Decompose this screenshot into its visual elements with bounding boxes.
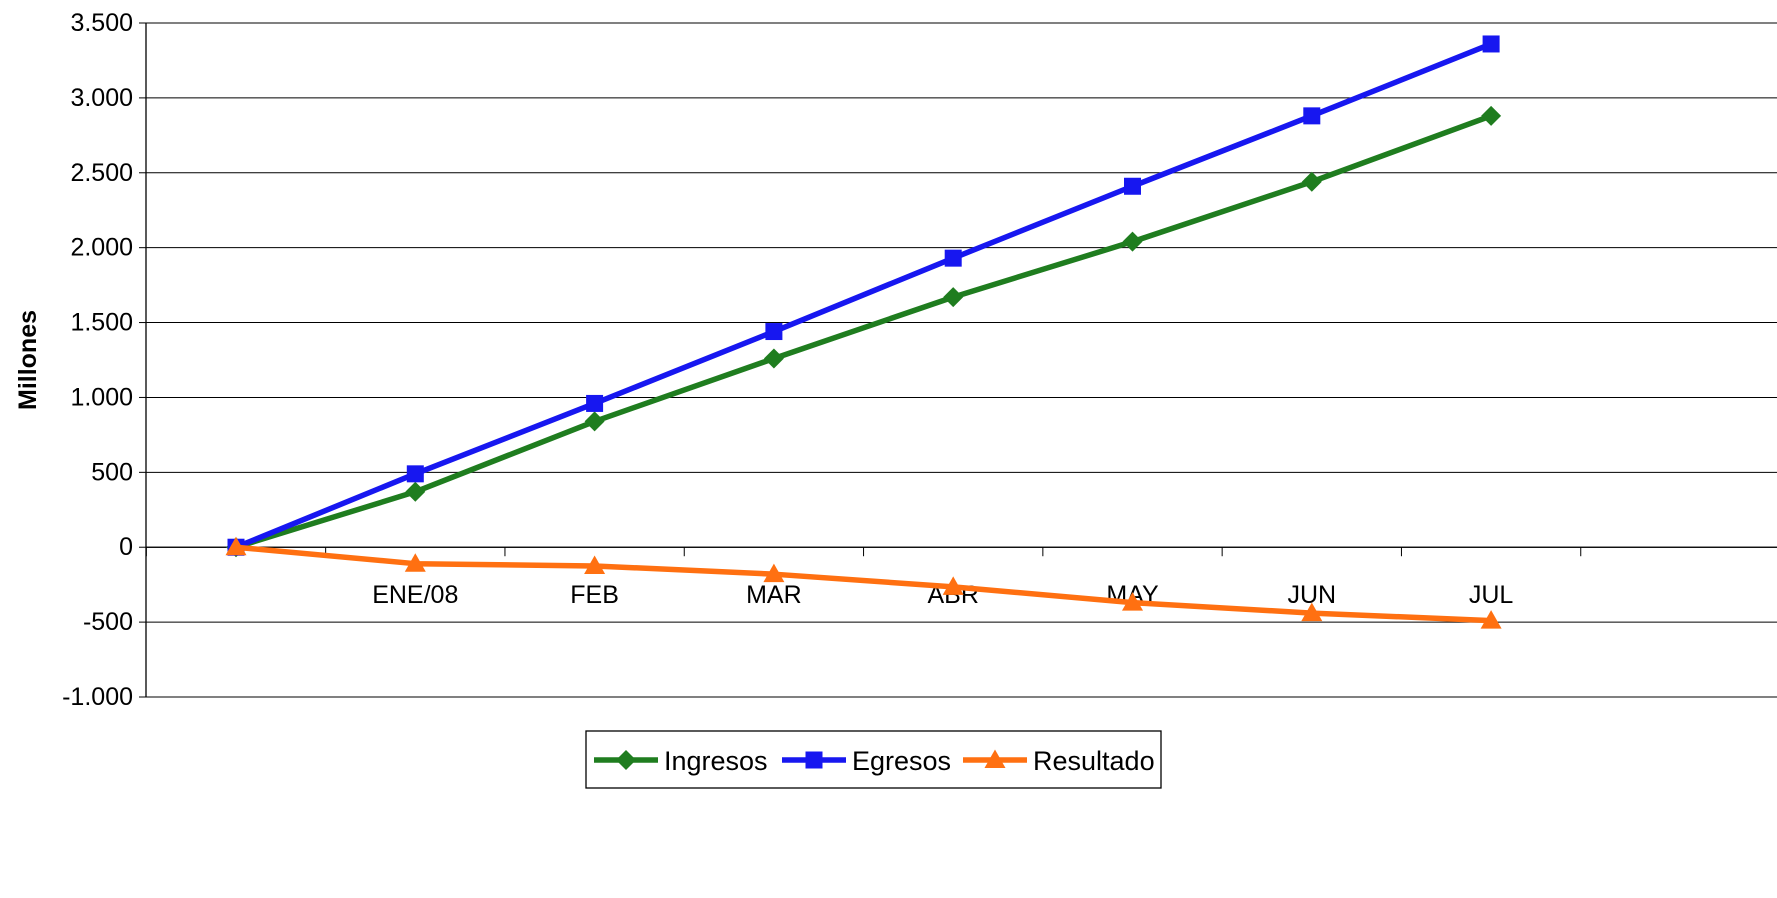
data-point bbox=[225, 536, 247, 556]
y-tick-label: 500 bbox=[91, 458, 133, 486]
axes bbox=[145, 23, 1777, 697]
y-axis-label: Millones bbox=[14, 310, 42, 410]
data-point bbox=[944, 249, 962, 267]
data-point bbox=[1481, 105, 1502, 126]
data-point bbox=[942, 576, 964, 595]
data-point bbox=[1303, 107, 1321, 125]
data-point bbox=[1122, 231, 1143, 252]
y-tick-label: 0 bbox=[119, 533, 133, 561]
legend-label: Egresos bbox=[852, 746, 951, 776]
y-tick-label: 2.500 bbox=[70, 159, 133, 187]
y-tick-label: 3.000 bbox=[70, 84, 133, 112]
y-tick-label: 1.500 bbox=[70, 309, 133, 337]
legend-marker bbox=[616, 750, 636, 770]
legend-marker bbox=[984, 749, 1006, 768]
y-tick-label: 1.000 bbox=[70, 383, 133, 411]
series-line-resultado bbox=[235, 544, 1492, 624]
data-point bbox=[1124, 177, 1141, 195]
data-point bbox=[406, 465, 424, 483]
data-point bbox=[1482, 35, 1500, 53]
y-tick-label: 3.500 bbox=[70, 9, 133, 37]
legend-marker bbox=[805, 751, 823, 769]
data-point bbox=[1301, 171, 1322, 192]
data-point bbox=[765, 323, 783, 341]
legend-item-resultado: Resultado bbox=[963, 746, 1155, 776]
data-point bbox=[763, 563, 785, 583]
x-tick-label: FEB bbox=[570, 581, 619, 609]
data-point bbox=[586, 394, 604, 412]
y-tick-label: 2.000 bbox=[70, 234, 133, 262]
data-point bbox=[584, 411, 605, 432]
data-point bbox=[1480, 610, 1502, 629]
data-point bbox=[1122, 592, 1143, 611]
y-tick-label: -500 bbox=[83, 608, 133, 636]
series-resultado bbox=[225, 536, 1502, 629]
data-point bbox=[1301, 602, 1323, 622]
x-tick-label: JUL bbox=[1469, 581, 1514, 609]
series-ingresos bbox=[226, 105, 1502, 558]
legend-label: Resultado bbox=[1033, 746, 1155, 776]
data-point bbox=[584, 555, 606, 574]
data-point bbox=[405, 481, 426, 502]
legend: Ingresos Egresos Resultado bbox=[585, 730, 1162, 789]
legend-label: Ingresos bbox=[664, 746, 768, 776]
series bbox=[225, 35, 1502, 629]
legend-box bbox=[585, 730, 1162, 789]
y-tick-label: -1.000 bbox=[62, 683, 133, 711]
data-point bbox=[763, 348, 784, 369]
legend-item-ingresos: Ingresos bbox=[594, 746, 768, 776]
series-line-ingresos bbox=[235, 113, 1493, 550]
series-line-egresos bbox=[234, 41, 1493, 550]
x-tick-label: ENE/08 bbox=[372, 581, 458, 609]
data-point bbox=[943, 287, 964, 308]
y-axis-ticks: -1.000 -500 0 500 1.000 1.500 2.000 2.500 3.000 3… bbox=[62, 9, 146, 711]
x-tick-label: MAR bbox=[746, 581, 802, 609]
legend-item-egresos: Egresos bbox=[782, 746, 951, 776]
data-point bbox=[404, 553, 426, 572]
series-egresos bbox=[227, 35, 1500, 556]
